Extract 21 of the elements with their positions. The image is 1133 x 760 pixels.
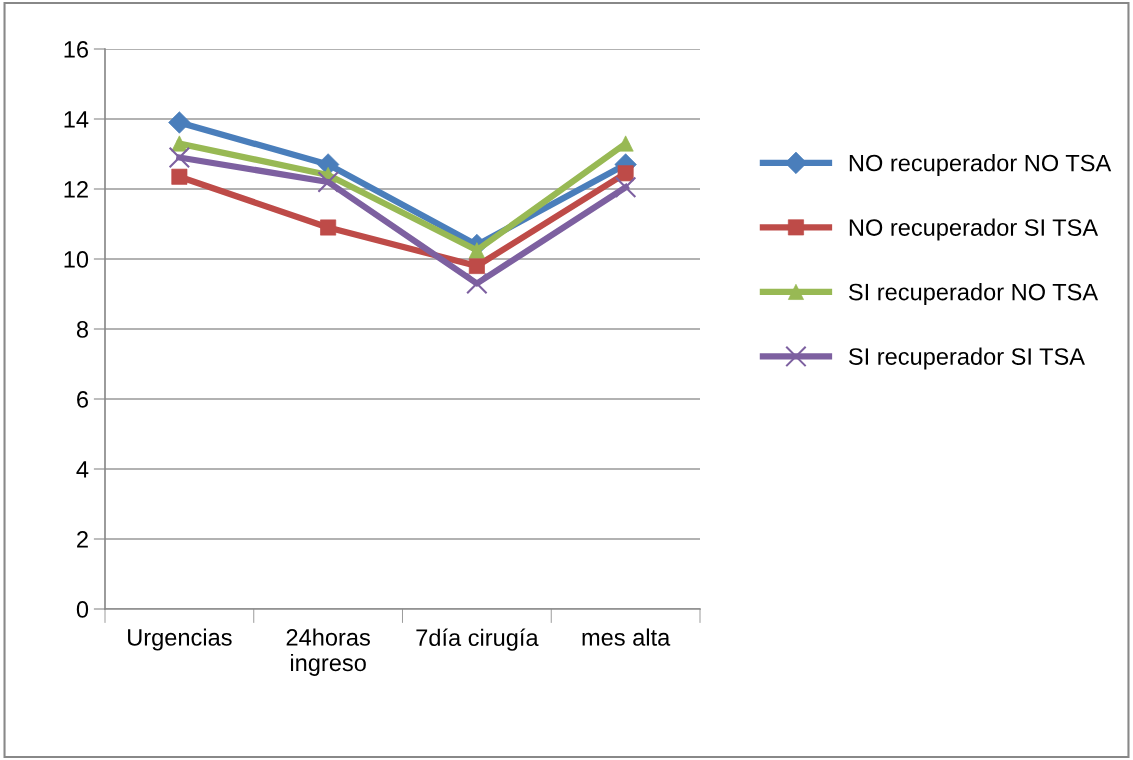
- point: [168, 146, 191, 169]
- y-tick-label: 8: [76, 321, 88, 338]
- y-tick-label: 12: [64, 181, 88, 198]
- y-tick-label: 16: [64, 41, 88, 58]
- x-tick-label: 24horas ingreso: [286, 628, 370, 676]
- point: [317, 171, 339, 193]
- legend-label: SI recuperador SI TSA: [848, 347, 1085, 370]
- x-tick-label: 7día cirugía: [416, 628, 539, 651]
- legend-label: SI recuperador NO TSA: [848, 283, 1099, 306]
- point: [614, 176, 637, 199]
- x-tick-label: mes alta: [582, 628, 671, 646]
- legend-label: NO recuperador NO TSA: [849, 154, 1112, 177]
- y-tick-label: 0: [76, 601, 89, 618]
- y-tick-label: 10: [64, 251, 89, 268]
- y-tick-label: 2: [77, 531, 88, 548]
- point: [468, 258, 485, 274]
- y-tick-label: 4: [76, 461, 89, 478]
- x-tick-label: Urgencias: [128, 628, 232, 651]
- y-tick-label: 14: [64, 111, 89, 128]
- y-tick-label: 6: [77, 391, 88, 408]
- legend-label: NO recuperador SI TSA: [849, 218, 1099, 241]
